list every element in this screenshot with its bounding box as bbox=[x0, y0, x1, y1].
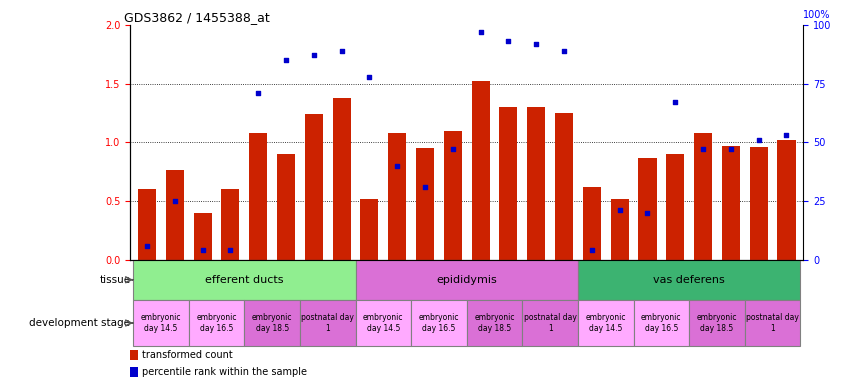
Bar bbox=[133, 300, 188, 346]
Point bbox=[168, 198, 182, 204]
Point bbox=[418, 184, 431, 190]
Point bbox=[196, 247, 209, 253]
Bar bbox=[689, 300, 745, 346]
Point bbox=[335, 48, 348, 54]
Bar bbox=[722, 146, 740, 260]
Point bbox=[474, 29, 488, 35]
Bar bbox=[578, 300, 633, 346]
Text: embryonic
day 14.5: embryonic day 14.5 bbox=[363, 313, 404, 333]
Text: 100%: 100% bbox=[803, 10, 831, 20]
Bar bbox=[188, 300, 245, 346]
Bar bbox=[638, 157, 657, 260]
Point bbox=[362, 73, 376, 79]
Point bbox=[502, 38, 516, 45]
Bar bbox=[304, 114, 323, 260]
Bar bbox=[193, 213, 212, 260]
Bar bbox=[300, 300, 356, 346]
Text: GDS3862 / 1455388_at: GDS3862 / 1455388_at bbox=[124, 11, 269, 24]
Point bbox=[752, 137, 765, 143]
Point bbox=[780, 132, 793, 138]
Bar bbox=[277, 154, 295, 260]
Point bbox=[251, 90, 265, 96]
Bar bbox=[694, 133, 712, 260]
Text: embryonic
day 16.5: embryonic day 16.5 bbox=[196, 313, 237, 333]
Text: postnatal day
1: postnatal day 1 bbox=[301, 313, 354, 333]
Bar bbox=[133, 260, 356, 300]
Point bbox=[696, 146, 710, 152]
Bar bbox=[745, 300, 801, 346]
Bar bbox=[666, 154, 685, 260]
Bar bbox=[130, 349, 139, 360]
Text: vas deferens: vas deferens bbox=[653, 275, 725, 285]
Text: postnatal day
1: postnatal day 1 bbox=[746, 313, 799, 333]
Bar bbox=[416, 148, 434, 260]
Point bbox=[724, 146, 738, 152]
Text: embryonic
day 16.5: embryonic day 16.5 bbox=[641, 313, 681, 333]
Text: postnatal day
1: postnatal day 1 bbox=[524, 313, 577, 333]
Bar bbox=[389, 133, 406, 260]
Text: embryonic
day 18.5: embryonic day 18.5 bbox=[252, 313, 293, 333]
Bar bbox=[467, 300, 522, 346]
Text: embryonic
day 18.5: embryonic day 18.5 bbox=[696, 313, 738, 333]
Bar bbox=[249, 133, 267, 260]
Bar bbox=[500, 107, 517, 260]
Bar bbox=[472, 81, 489, 260]
Bar bbox=[361, 199, 378, 260]
Bar bbox=[633, 300, 689, 346]
Point bbox=[585, 247, 599, 253]
Bar bbox=[245, 300, 300, 346]
Point bbox=[140, 243, 154, 249]
Bar bbox=[166, 170, 184, 260]
Bar bbox=[356, 260, 578, 300]
Text: embryonic
day 14.5: embryonic day 14.5 bbox=[585, 313, 626, 333]
Bar bbox=[356, 300, 411, 346]
Bar bbox=[578, 260, 801, 300]
Text: percentile rank within the sample: percentile rank within the sample bbox=[142, 367, 308, 377]
Bar bbox=[522, 300, 578, 346]
Bar bbox=[332, 98, 351, 260]
Bar bbox=[749, 147, 768, 260]
Point bbox=[224, 247, 237, 253]
Bar bbox=[777, 140, 796, 260]
Bar bbox=[527, 107, 545, 260]
Bar bbox=[138, 189, 156, 260]
Point bbox=[613, 207, 627, 214]
Point bbox=[390, 163, 404, 169]
Bar bbox=[130, 367, 139, 377]
Point bbox=[446, 146, 459, 152]
Bar bbox=[221, 189, 240, 260]
Point bbox=[641, 210, 654, 216]
Text: epididymis: epididymis bbox=[436, 275, 497, 285]
Text: development stage: development stage bbox=[29, 318, 130, 328]
Text: embryonic
day 14.5: embryonic day 14.5 bbox=[140, 313, 181, 333]
Point bbox=[558, 48, 571, 54]
Text: embryonic
day 18.5: embryonic day 18.5 bbox=[474, 313, 515, 333]
Bar bbox=[411, 300, 467, 346]
Text: tissue: tissue bbox=[99, 275, 130, 285]
Text: embryonic
day 16.5: embryonic day 16.5 bbox=[419, 313, 459, 333]
Point bbox=[669, 99, 682, 106]
Bar bbox=[583, 187, 601, 260]
Point bbox=[530, 41, 543, 47]
Text: transformed count: transformed count bbox=[142, 350, 233, 360]
Bar bbox=[555, 113, 573, 260]
Text: efferent ducts: efferent ducts bbox=[205, 275, 283, 285]
Point bbox=[279, 57, 293, 63]
Bar bbox=[611, 199, 629, 260]
Bar bbox=[444, 131, 462, 260]
Point bbox=[307, 52, 320, 58]
